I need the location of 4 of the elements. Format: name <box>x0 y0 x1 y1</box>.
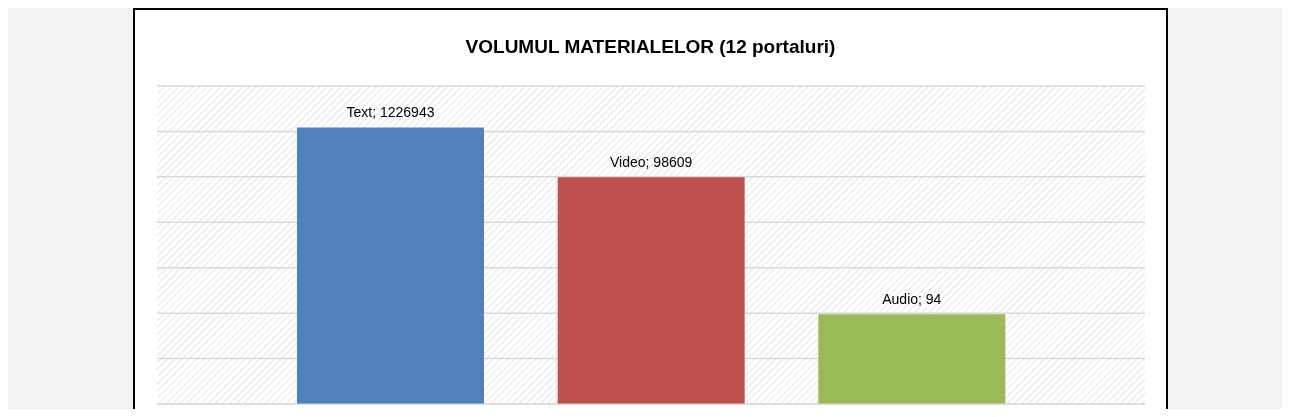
data-label: Audio; 94 <box>882 291 942 308</box>
data-label: Text; 1226943 <box>346 104 435 121</box>
data-label: Video; 98609 <box>610 154 693 171</box>
chart-title: VOLUMUL MATERIALELOR (12 portaluri) <box>464 36 837 59</box>
